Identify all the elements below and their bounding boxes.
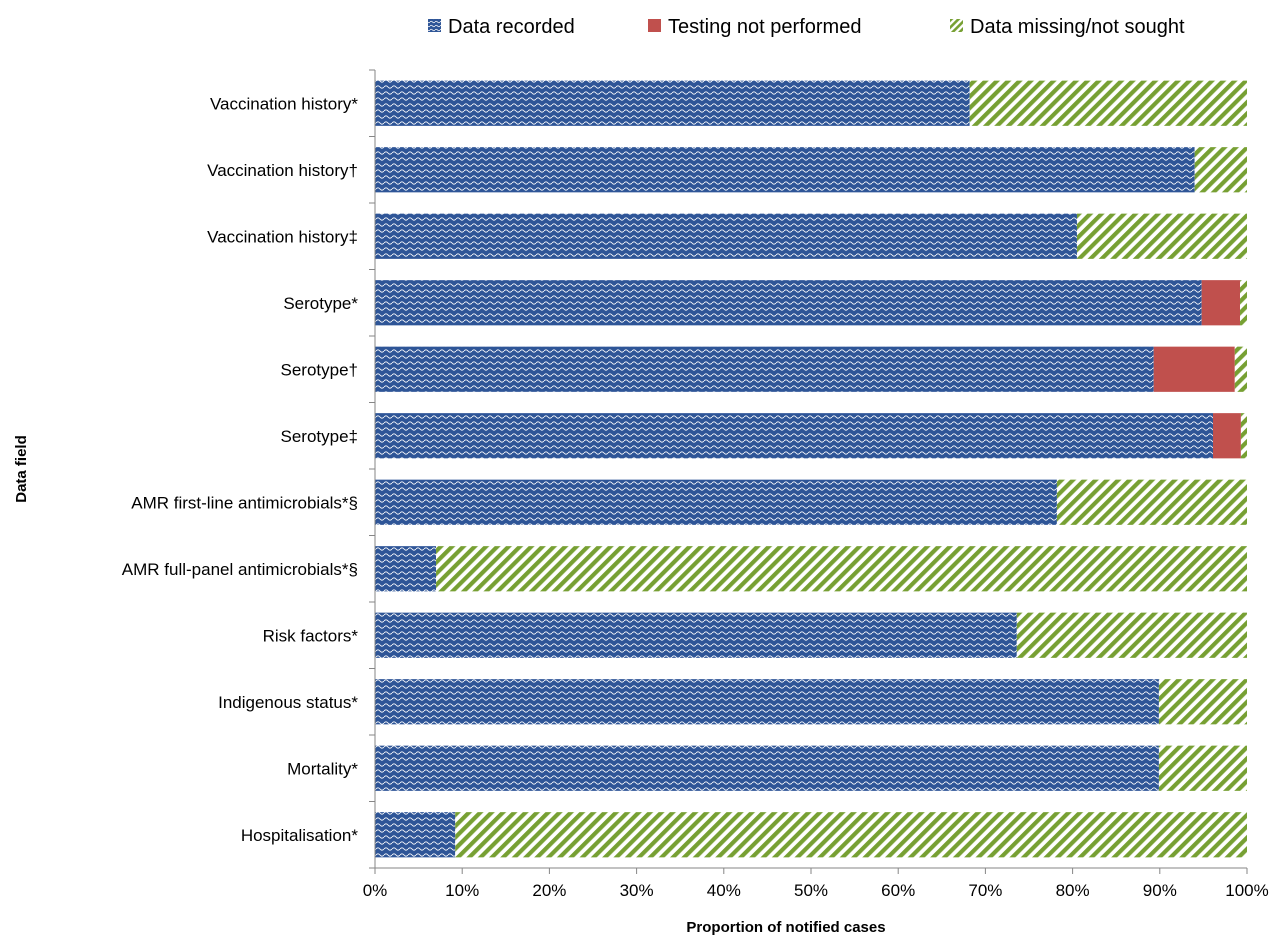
x-tick-label: 0% [363, 881, 388, 900]
category-label: Risk factors* [263, 626, 359, 645]
bar-segment-data-missing-not-sought-6 [1056, 479, 1247, 525]
bar-segment-data-missing-not-sought-7 [436, 546, 1247, 592]
x-tick-label: 70% [968, 881, 1002, 900]
category-label: AMR first-line antimicrobials*§ [131, 493, 358, 512]
x-tick-label: 20% [532, 881, 566, 900]
bar-segment-data-recorded-1 [375, 147, 1195, 193]
bar-segment-data-missing-not-sought-11 [455, 812, 1247, 858]
bars-group [375, 80, 1247, 858]
x-tick-label: 100% [1225, 881, 1268, 900]
category-label: Hospitalisation* [241, 826, 359, 845]
category-label: Indigenous status* [218, 693, 358, 712]
bar-segment-testing-not-performed-3 [1201, 280, 1241, 326]
bar-segment-data-recorded-6 [375, 479, 1057, 525]
category-label: Serotype‡ [281, 427, 359, 446]
bar-segment-data-recorded-5 [375, 413, 1213, 459]
bar-segment-data-recorded-4 [375, 346, 1154, 392]
category-label: Mortality* [287, 759, 358, 778]
bar-segment-data-missing-not-sought-4 [1234, 346, 1247, 392]
category-label: Serotype* [283, 294, 358, 313]
bar-segment-data-recorded-2 [375, 213, 1077, 259]
tick-labels-group: 0% 10% 20% 30% 40% 50% 60% 70% 80% 90% 100% [363, 881, 1269, 900]
category-label: Serotype† [281, 360, 359, 379]
x-tick-label: 80% [1056, 881, 1090, 900]
category-label: Vaccination history‡ [207, 227, 358, 246]
x-tick-label: 30% [620, 881, 654, 900]
x-tick-label: 50% [794, 881, 828, 900]
y-axis-title: Data field [13, 435, 30, 503]
legend-swatch-0 [428, 19, 441, 32]
legend-swatch-1 [648, 19, 661, 32]
legend-label-1: Testing not performed [668, 16, 861, 38]
legend: Data recorded Testing not performed Data m… [428, 16, 1185, 38]
bar-segment-data-recorded-10 [375, 745, 1159, 791]
bar-segment-data-recorded-8 [375, 612, 1017, 658]
category-label: Vaccination history† [207, 161, 358, 180]
category-label: AMR full-panel antimicrobials*§ [122, 560, 358, 579]
x-axis-title: Proportion of notified cases [686, 919, 885, 936]
x-tick-label: 40% [707, 881, 741, 900]
category-labels-group: Vaccination history* Vaccination history†… [122, 94, 359, 845]
bar-segment-data-recorded-7 [375, 546, 437, 592]
legend-label-0: Data recorded [448, 16, 575, 38]
bar-segment-data-recorded-11 [375, 812, 456, 858]
legend-label-2: Data missing/not sought [970, 16, 1185, 38]
x-tick-label: 90% [1143, 881, 1177, 900]
bar-segment-testing-not-performed-4 [1153, 346, 1235, 392]
bar-segment-data-missing-not-sought-9 [1158, 679, 1247, 725]
bar-segment-testing-not-performed-5 [1212, 413, 1241, 459]
bar-segment-data-missing-not-sought-3 [1240, 280, 1247, 326]
x-tick-label: 60% [881, 881, 915, 900]
axes-group [369, 69, 1248, 874]
x-tick-label: 10% [445, 881, 479, 900]
bar-segment-data-missing-not-sought-2 [1076, 213, 1247, 259]
bar-segment-data-missing-not-sought-0 [969, 80, 1247, 126]
bar-segment-data-missing-not-sought-1 [1194, 147, 1247, 193]
category-label: Vaccination history* [210, 94, 358, 113]
bar-segment-data-missing-not-sought-5 [1240, 413, 1247, 459]
bar-segment-data-recorded-3 [375, 280, 1202, 326]
legend-swatch-2 [950, 19, 963, 32]
bar-segment-data-recorded-0 [375, 80, 970, 126]
bar-segment-data-missing-not-sought-8 [1016, 612, 1247, 658]
bar-segment-data-recorded-9 [375, 679, 1159, 725]
bar-segment-data-missing-not-sought-10 [1158, 745, 1247, 791]
